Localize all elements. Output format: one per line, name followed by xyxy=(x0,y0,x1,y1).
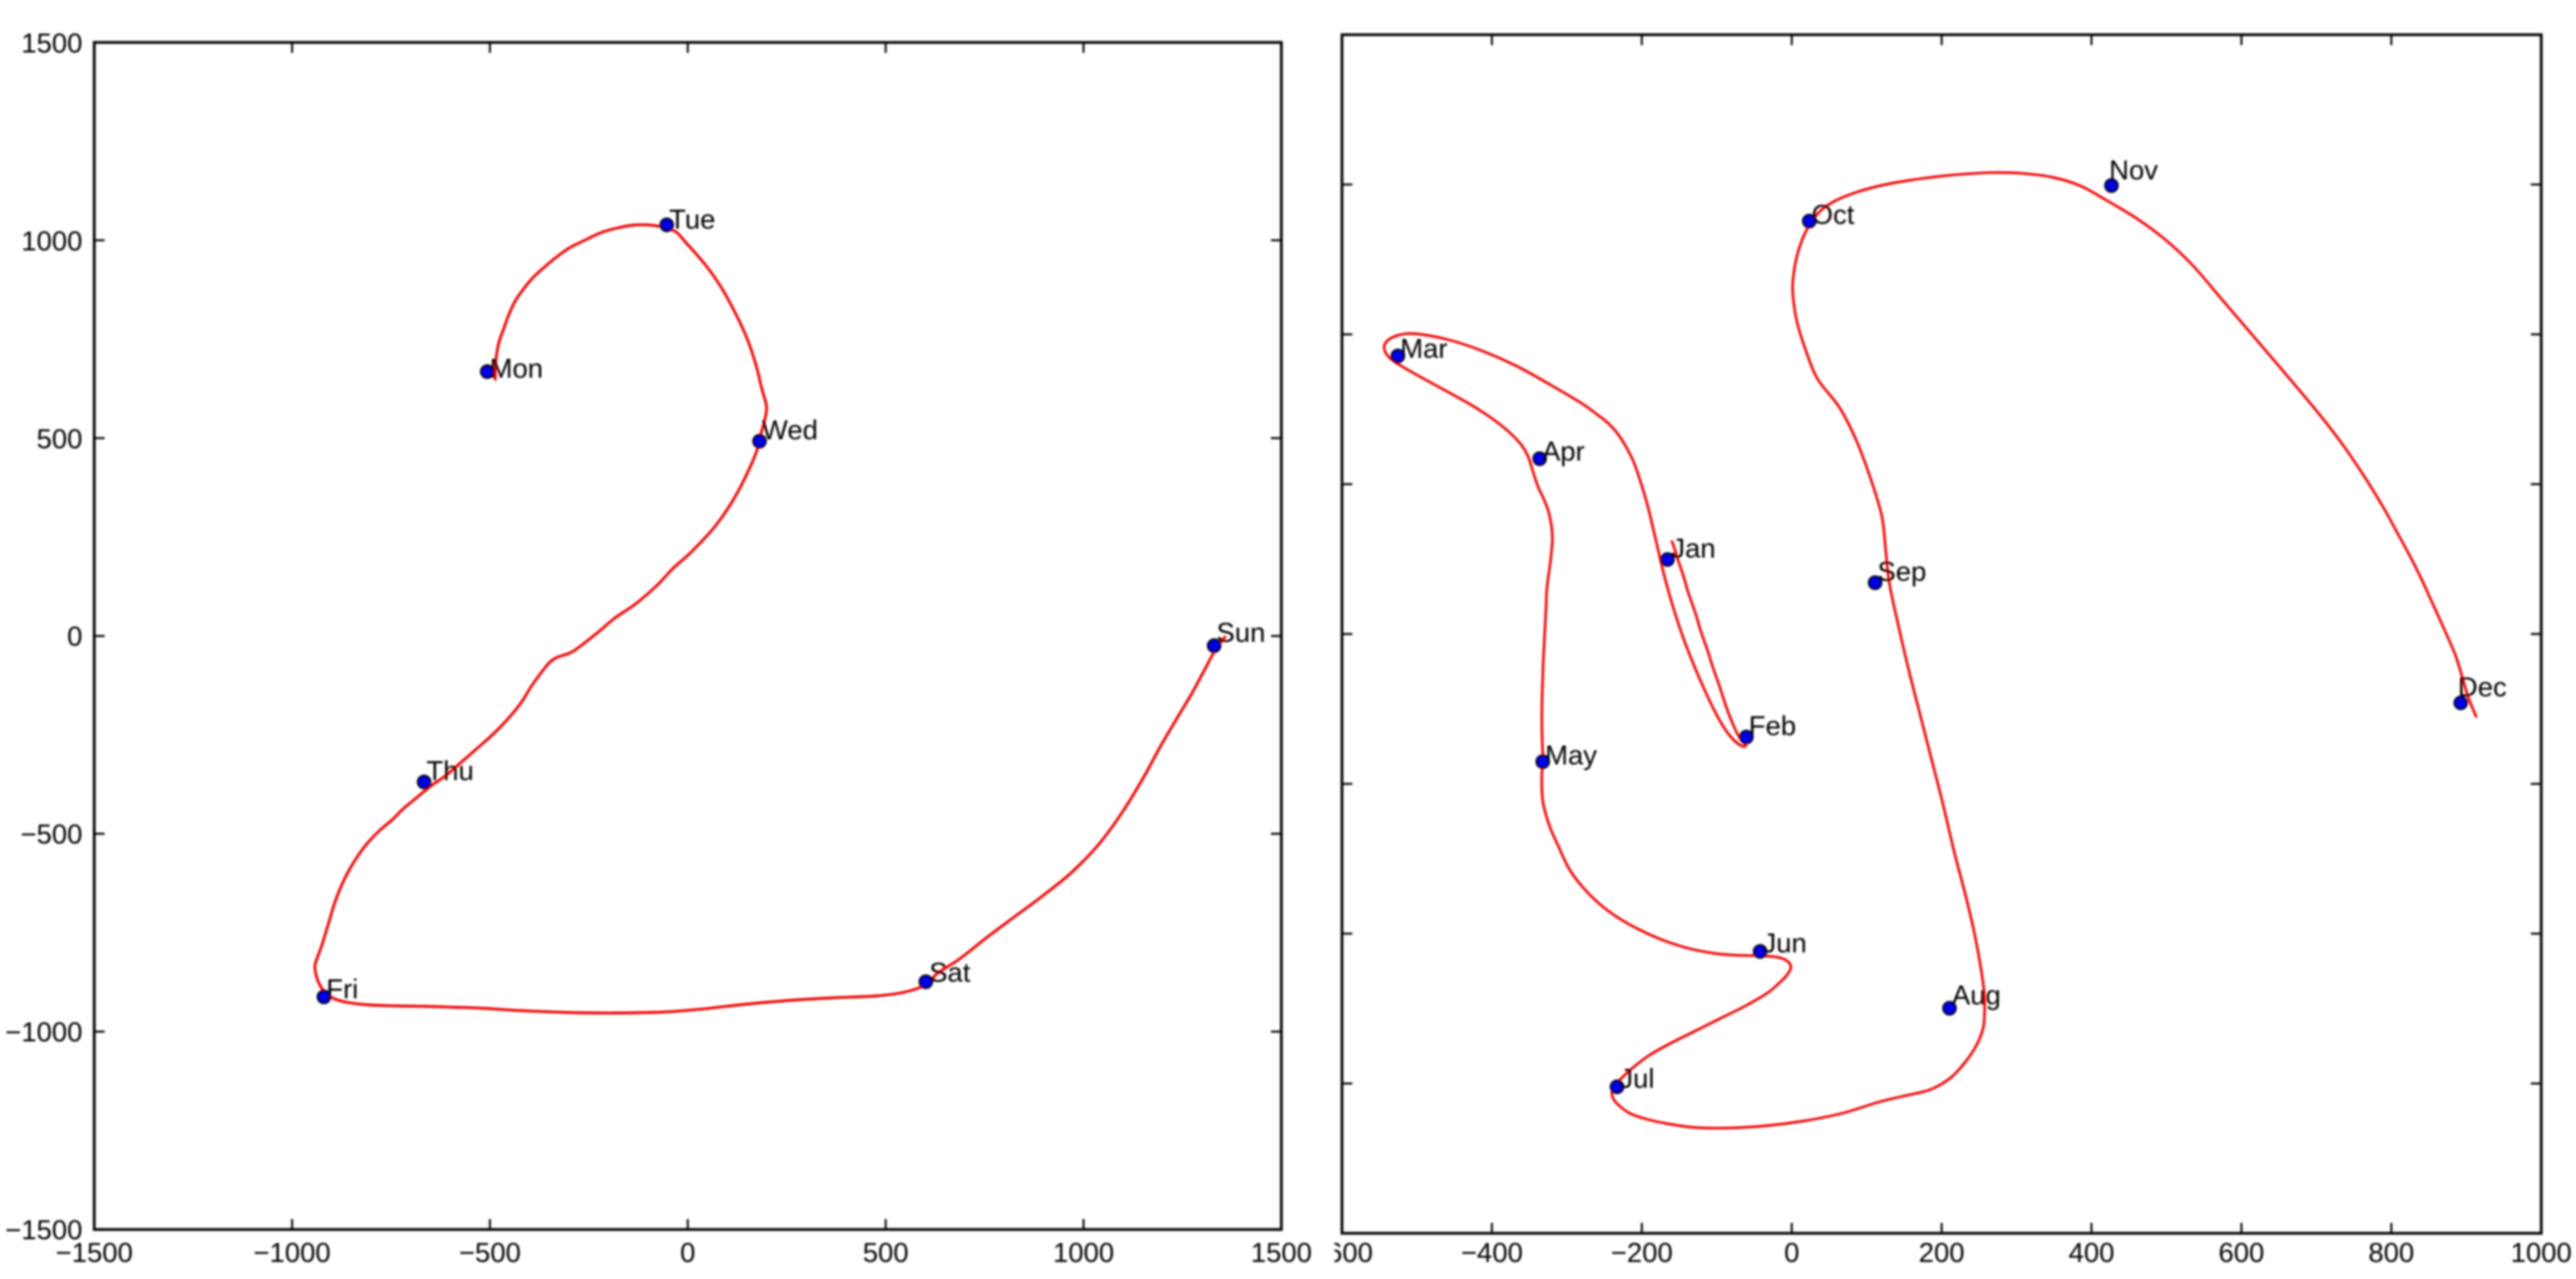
svg-text:Feb: Feb xyxy=(1749,712,1797,742)
svg-text:−1500: −1500 xyxy=(56,1238,133,1269)
svg-text:400: 400 xyxy=(2068,1238,2114,1269)
svg-text:Jul: Jul xyxy=(1619,1064,1655,1094)
svg-text:−500: −500 xyxy=(459,1238,521,1269)
svg-text:0: 0 xyxy=(67,622,82,652)
svg-text:1000: 1000 xyxy=(21,226,82,257)
svg-text:500: 500 xyxy=(37,424,82,454)
svg-text:−1000: −1000 xyxy=(6,1018,82,1048)
svg-text:Jun: Jun xyxy=(1762,929,1807,959)
svg-text:−1500: −1500 xyxy=(6,1216,82,1246)
svg-text:−400: −400 xyxy=(1461,1238,1523,1269)
svg-text:Dec: Dec xyxy=(2458,672,2507,702)
svg-text:Aug: Aug xyxy=(1952,981,2001,1011)
svg-text:−500: −500 xyxy=(21,820,82,850)
svg-text:Wed: Wed xyxy=(762,416,818,446)
svg-text:Jan: Jan xyxy=(1672,534,1716,564)
svg-text:600: 600 xyxy=(2219,1238,2264,1269)
svg-text:0: 0 xyxy=(1784,1238,1799,1269)
svg-text:500: 500 xyxy=(863,1238,908,1269)
svg-text:Mon: Mon xyxy=(490,354,543,384)
svg-text:−600: −600 xyxy=(1311,1238,1372,1269)
svg-text:Mar: Mar xyxy=(1401,334,1448,364)
svg-text:1000: 1000 xyxy=(1053,1238,1115,1269)
svg-text:Fri: Fri xyxy=(327,975,359,1005)
svg-text:May: May xyxy=(1546,741,1598,772)
svg-text:Sun: Sun xyxy=(1217,618,1266,648)
svg-text:0: 0 xyxy=(680,1238,695,1269)
svg-text:Oct: Oct xyxy=(1812,201,1854,231)
svg-text:Thu: Thu xyxy=(426,756,474,787)
svg-text:200: 200 xyxy=(1919,1238,1964,1269)
svg-text:1500: 1500 xyxy=(1251,1238,1313,1269)
svg-text:Apr: Apr xyxy=(1542,437,1584,468)
svg-text:1000: 1000 xyxy=(2511,1238,2572,1269)
svg-text:Sep: Sep xyxy=(1877,558,1926,588)
svg-text:−200: −200 xyxy=(1611,1238,1673,1269)
svg-text:Nov: Nov xyxy=(2109,156,2158,187)
svg-text:800: 800 xyxy=(2369,1238,2414,1269)
svg-text:−1000: −1000 xyxy=(254,1238,331,1269)
svg-text:1500: 1500 xyxy=(21,28,82,59)
svg-text:Sat: Sat xyxy=(929,958,971,988)
svg-text:Tue: Tue xyxy=(670,205,716,236)
